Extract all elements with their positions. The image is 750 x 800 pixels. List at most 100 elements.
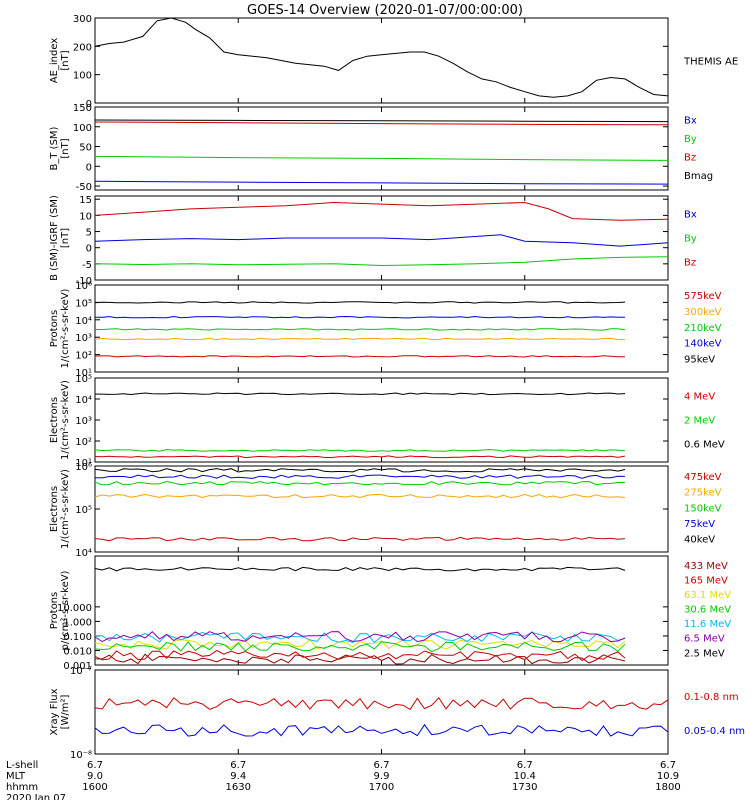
lshell-value: 6.7 (230, 760, 246, 771)
panel-6: 10⁴ 10⁵ 10⁶ Electrons 1/(cm²-s-sr-keV) 475keV… (49, 462, 722, 559)
panel-frame (94, 17, 669, 104)
y-tick-label: 10⁴ (75, 316, 92, 327)
legend-label: 275keV (684, 488, 722, 499)
y-tick-label: 0.010 (63, 646, 92, 657)
time-value: 1700 (369, 782, 394, 793)
legend-label: Bx (684, 116, 697, 127)
legend-label: 300keV (684, 307, 722, 318)
y-axis-label: Protons (49, 310, 60, 347)
series-line-95kev (94, 301, 626, 304)
legend-label: 4 MeV (684, 392, 715, 403)
series-line-30-6-mev (94, 641, 626, 653)
panel-1: 0 100 200 300 AE_index [nT] THEMIS AE (49, 14, 738, 110)
legend-label: 210keV (684, 323, 722, 334)
series-line-0-1-0-8-nm (94, 696, 669, 711)
y-axis-title: B_T (SM) [nT] (49, 126, 71, 170)
legend-label: 150keV (684, 503, 722, 514)
y-tick-label: 10⁵ (75, 505, 92, 516)
y-axis-title: AE_index [nT] (49, 38, 71, 84)
series-line-140kev (94, 315, 626, 319)
y-tick-label: 0.001 (63, 661, 92, 672)
y-axis-title: Protons p/(cm²-s-sr-keV) (49, 570, 71, 650)
y-tick-label: 10⁴ (75, 395, 92, 406)
y-tick-label: 10² (75, 437, 92, 448)
y-tick-label: 10¹ (75, 458, 92, 469)
y-tick-label: 10³ (75, 416, 92, 427)
y-axis-unit: [nT] (60, 50, 71, 70)
panel-frame (94, 555, 669, 666)
y-axis-unit: [nT] (60, 228, 71, 248)
mlt-value: 9.9 (374, 771, 390, 782)
series-line-by (94, 155, 669, 161)
legend-label: 165 MeV (684, 576, 728, 587)
legend-label: 475keV (684, 472, 722, 483)
series-line-150kev (94, 480, 625, 486)
panel-frame (94, 106, 669, 191)
legend-label: 140keV (684, 339, 722, 350)
legend-label: 75keV (684, 519, 715, 530)
y-tick-label: 5 (86, 228, 92, 239)
legend-label: Bmag (684, 171, 713, 182)
y-tick-label: 100 (73, 123, 92, 134)
legend-label: 2 MeV (684, 416, 715, 427)
y-tick-label: 10 (79, 211, 92, 222)
mlt-value: 9.4 (230, 771, 246, 782)
panel-2: -50 0 50 100 150 B_T (SM) [nT] Bx By Bz Bmag (49, 103, 713, 193)
y-tick-label: 10⁻⁷ (70, 666, 92, 677)
y-axis-unit: p/(cm²-s-sr-keV) (60, 570, 71, 650)
y-axis-label: Electrons (49, 486, 60, 532)
y-tick-label: 50 (79, 143, 92, 154)
panel-frame (94, 284, 669, 373)
panel-4: 10¹ 10² 10³ 10⁴ 10⁵ 10⁶ Protons 1/(cm²-s-sr-keV… (49, 281, 722, 379)
y-tick-label: 10³ (75, 333, 92, 344)
y-axis-label: Electrons (49, 397, 60, 443)
y-axis-title: Electrons 1/(cm²-s-sr-keV) (49, 380, 71, 460)
axis-row-label: hhmm (6, 782, 38, 793)
y-tick-label: -10 (76, 276, 92, 287)
axis-row-label: MLT (6, 771, 26, 782)
mlt-value: 10.4 (514, 771, 536, 782)
axis-row-label: 2020 Jan 07 (6, 793, 66, 800)
legend-label: 63.1 MeV (684, 590, 731, 601)
y-tick-label: 10⁵ (75, 298, 92, 309)
y-axis-title: Xray Flux [W/m²] (49, 688, 71, 735)
series-line-4-mev (94, 455, 626, 459)
series-line-bx (94, 234, 669, 247)
time-value: 1800 (655, 782, 680, 793)
series-line-40kev (94, 468, 626, 473)
y-tick-label: 10.000 (57, 603, 92, 614)
y-tick-label: 10¹ (75, 368, 92, 379)
time-value: 1630 (226, 782, 251, 793)
series-line-475kev (94, 536, 626, 542)
legend-label: 0.6 MeV (684, 440, 725, 451)
y-tick-label: 15 (79, 195, 92, 206)
y-tick-label: 150 (73, 103, 92, 114)
y-tick-label: 200 (73, 42, 92, 53)
time-value: 1600 (82, 782, 107, 793)
y-tick-label: 1.000 (63, 617, 92, 628)
y-tick-label: 10² (75, 351, 92, 362)
series-line-210kev (94, 328, 626, 331)
series-line-bmag (94, 119, 669, 123)
y-tick-label: 0 (86, 162, 92, 173)
series-line-75kev (94, 474, 626, 479)
panel-8: 10⁻⁸ 10⁻⁷ Xray Flux [W/m²] 0.1-0.8 nm 0.05-0.… (49, 666, 745, 761)
y-axis-title: Electrons 1/(cm²-s-sr-keV) (49, 469, 71, 549)
y-axis-unit: [W/m²] (60, 694, 71, 729)
series-line-275kev (94, 493, 626, 499)
y-tick-label: 100 (73, 71, 92, 82)
y-axis-label: B_T (SM) (49, 126, 60, 170)
lshell-value: 6.7 (374, 760, 390, 771)
series-line-bz (94, 201, 669, 221)
legend-label: 6.5 MeV (684, 634, 725, 645)
series-line-6-5-mev (94, 631, 626, 643)
legend-label: 2.5 MeV (684, 648, 725, 659)
series-line-bz (94, 121, 669, 126)
mlt-value: 10.9 (657, 771, 679, 782)
series-line-2-5-mev (94, 566, 626, 572)
series-line-bx (94, 180, 669, 185)
y-axis-label: B (SM)-IGRF (SM) (49, 195, 60, 281)
